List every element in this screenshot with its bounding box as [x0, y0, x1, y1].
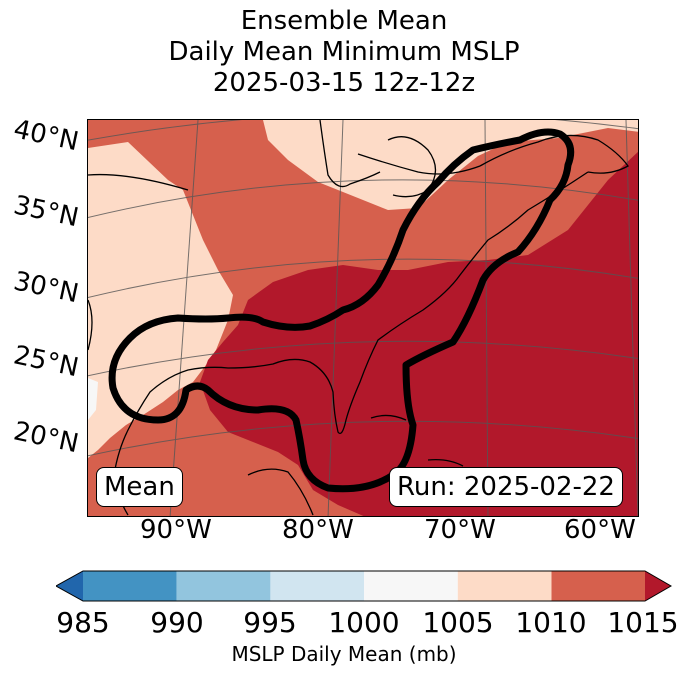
- field-1005-1010-west: [88, 142, 233, 458]
- lat-label-35n: 35°N: [10, 190, 82, 234]
- lon-label-80w: 80°W: [282, 515, 354, 545]
- colorbar: [56, 570, 672, 602]
- colorbar-1005-1010: [457, 571, 552, 601]
- colorbar-extend-high: [645, 571, 671, 601]
- colorbar-extend-low: [56, 571, 83, 601]
- colorbar-985-990: [83, 571, 177, 601]
- figure-title: Ensemble Mean Daily Mean Minimum MSLP 20…: [0, 6, 688, 99]
- map-svg: [88, 120, 638, 516]
- colorbar-tick-1005: 1005: [422, 606, 494, 639]
- colorbar-tick-1010: 1010: [515, 606, 587, 639]
- lat-label-20n: 20°N: [10, 416, 82, 460]
- colorbar-tick-1000: 1000: [328, 606, 400, 639]
- colorbar-995-1000: [270, 571, 365, 601]
- run-date-badge: Run: 2025-02-22: [389, 467, 623, 507]
- colorbar-990-995: [176, 571, 271, 601]
- lat-label-40n: 40°N: [10, 114, 82, 158]
- lat-label-25n: 25°N: [10, 340, 82, 384]
- colorbar-1010-1015: [551, 571, 645, 601]
- field-1000-1005-corner: [88, 378, 98, 420]
- title-line-2: Daily Mean Minimum MSLP: [168, 37, 520, 67]
- lon-label-60w: 60°W: [564, 515, 636, 545]
- map-panel: [87, 119, 639, 517]
- lat-label-30n: 30°N: [10, 266, 82, 310]
- title-line-1: Ensemble Mean: [240, 6, 448, 36]
- colorbar-tick-990: 990: [150, 606, 204, 639]
- lon-label-90w: 90°W: [140, 515, 212, 545]
- mean-badge: Mean: [96, 467, 183, 507]
- contour-1010: [108, 128, 575, 493]
- coastlines: [88, 120, 629, 516]
- title-line-3: 2025-03-15 12z-12z: [212, 68, 476, 98]
- colorbar-1000-1005: [364, 571, 458, 601]
- colorbar-tick-1015: 1015: [607, 606, 679, 639]
- colorbar-label: MSLP Daily Mean (mb): [231, 642, 457, 666]
- colorbar-tick-995: 995: [243, 606, 297, 639]
- colorbar-tick-985: 985: [56, 606, 110, 639]
- lon-label-70w: 70°W: [424, 515, 496, 545]
